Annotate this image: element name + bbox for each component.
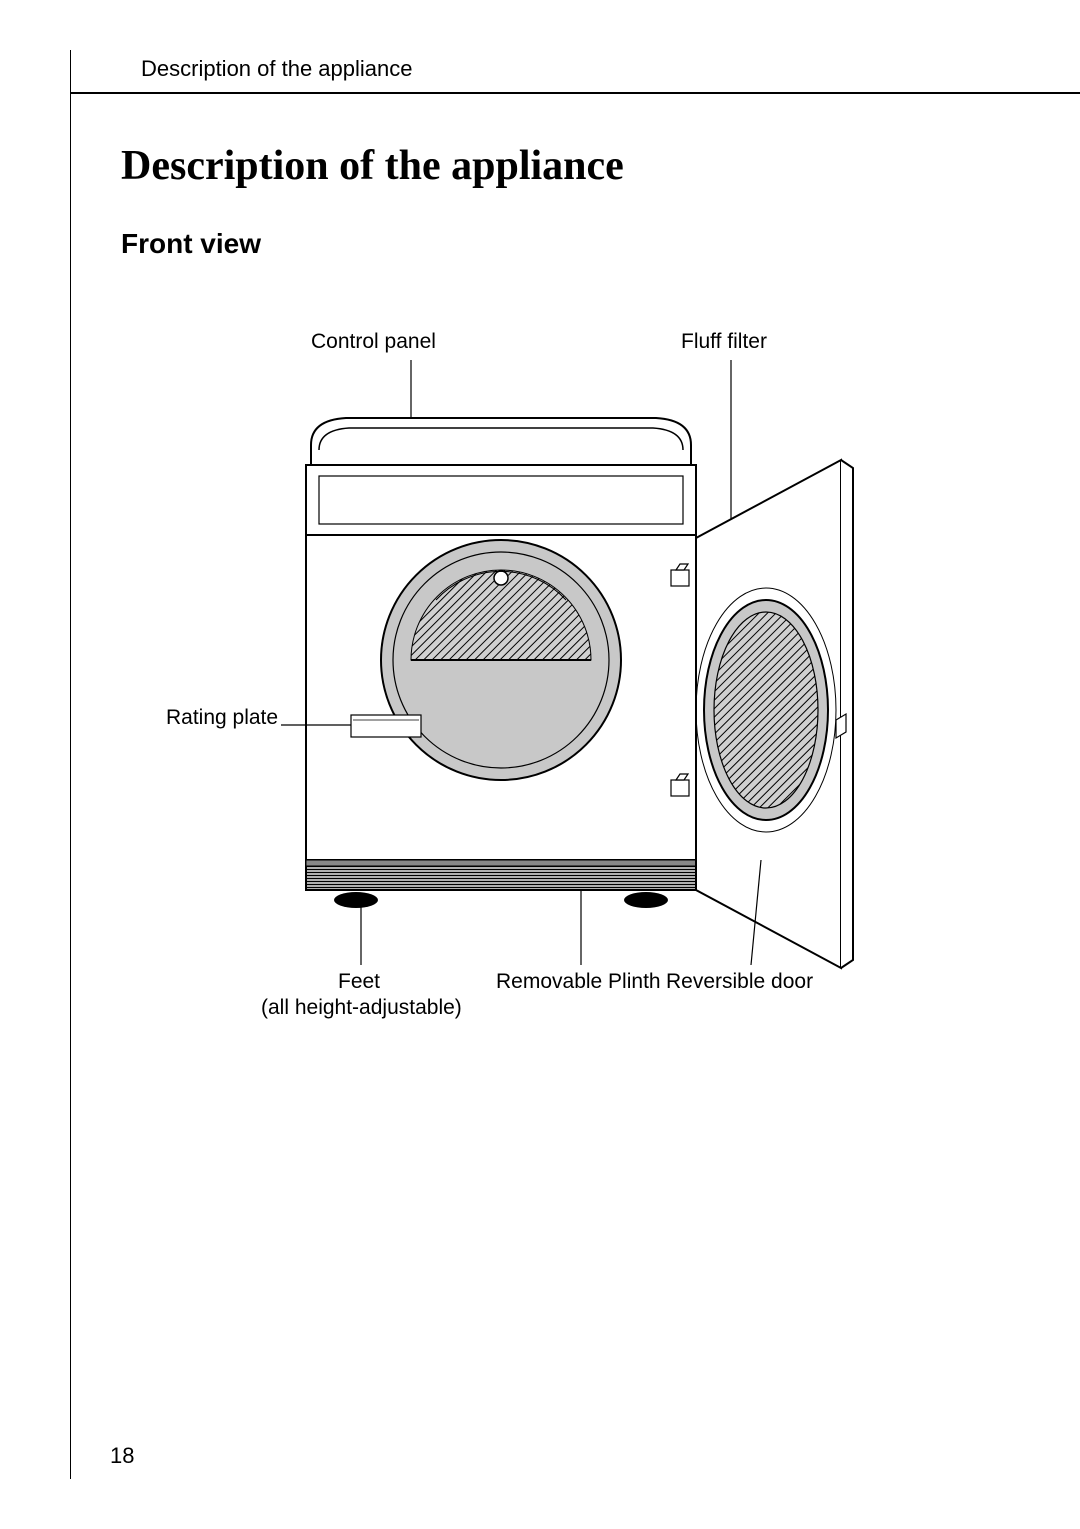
appliance-diagram: Control panel Fluff filter Rating plate … [101,320,980,1200]
running-header: Description of the appliance [141,50,980,82]
label-removable-plinth: Removable Plinth [496,970,661,994]
page-frame: Description of the appliance Description… [70,50,1010,1479]
appliance-svg [101,320,1001,1040]
label-reversible-door: Reversible door [666,970,813,994]
page-number: 18 [110,1443,134,1469]
label-feet-sub: (all height-adjustable) [261,996,462,1020]
label-control-panel: Control panel [311,330,436,354]
section-title: Front view [121,228,980,260]
page-title: Description of the appliance [121,142,980,190]
label-feet: Feet [338,970,380,994]
label-fluff-filter: Fluff filter [681,330,767,354]
label-rating-plate: Rating plate [166,706,278,730]
